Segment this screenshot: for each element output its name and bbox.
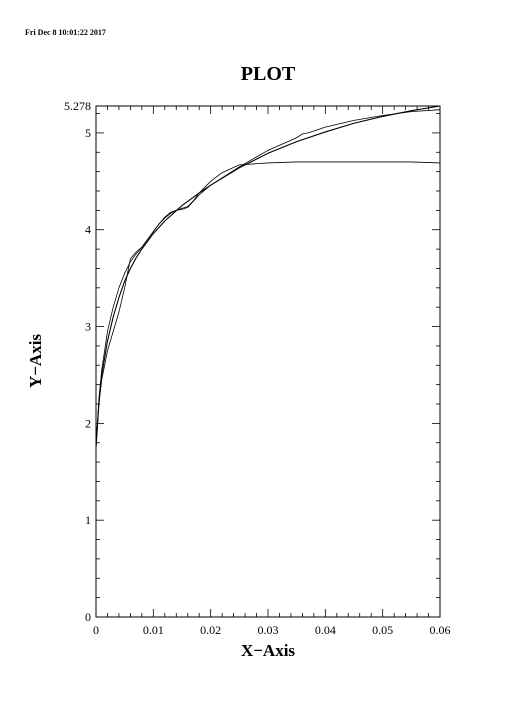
y-tick-label: 2 <box>85 416 91 430</box>
x-tick-label: 0.01 <box>143 623 164 637</box>
series-line-2 <box>95 161 441 448</box>
y-tick-label: 3 <box>85 320 91 334</box>
x-tick-label: 0.02 <box>200 623 221 637</box>
x-tick-label: 0.04 <box>315 623 336 637</box>
y-tick-label: 5 <box>85 126 91 140</box>
chart-title: PLOT <box>241 63 296 85</box>
ticks-layer: 0 0.01 0.02 0.03 0.04 0.05 0.06 0 1 2 3 4 5 5.278 <box>64 99 451 637</box>
x-tick-label: 0 <box>93 623 99 637</box>
plot-frame <box>95 105 441 618</box>
y-tick-label: 1 <box>85 513 91 527</box>
x-tick-label: 0.05 <box>372 623 393 637</box>
y-axis-label: Y−Axis <box>26 334 45 388</box>
y-tick-label: 0 <box>85 610 91 624</box>
y-tick-label: 5.278 <box>64 99 91 113</box>
x-tick-label: 0.03 <box>258 623 279 637</box>
x-axis-label: X−Axis <box>241 641 295 660</box>
series-line-3 <box>95 109 441 448</box>
series-line-1 <box>95 105 441 448</box>
y-tick-label: 4 <box>85 223 91 237</box>
series-layer <box>95 105 441 448</box>
timestamp: Fri Dec 8 10:01:22 2017 <box>25 28 106 37</box>
x-tick-label: 0.06 <box>430 623 451 637</box>
